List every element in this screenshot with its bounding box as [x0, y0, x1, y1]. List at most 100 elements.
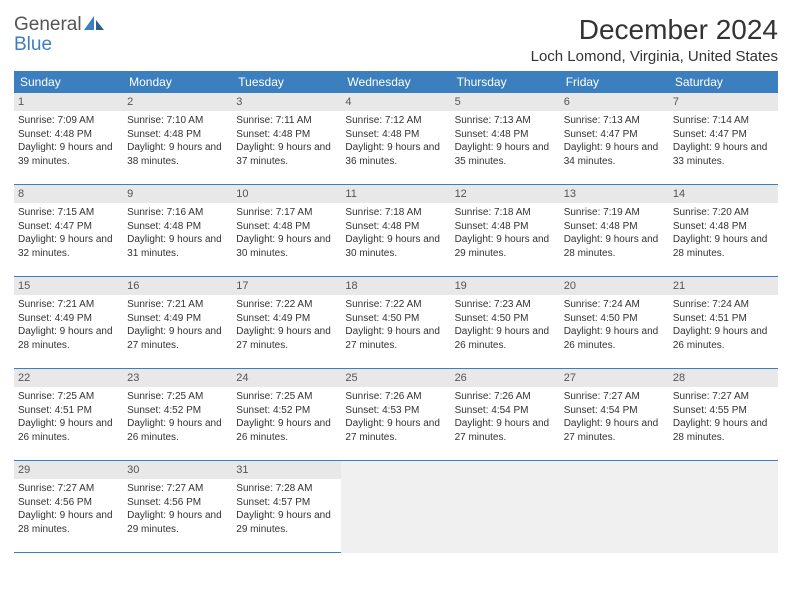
day-number: 16 — [123, 277, 232, 295]
day-cell — [560, 461, 669, 553]
day-header-tue: Tuesday — [232, 71, 341, 93]
day-number: 3 — [232, 93, 341, 111]
brand-part2: Blue — [14, 34, 52, 55]
day-detail: Sunrise: 7:16 AMSunset: 4:48 PMDaylight:… — [127, 206, 228, 260]
day-detail: Sunrise: 7:25 AMSunset: 4:51 PMDaylight:… — [18, 390, 119, 444]
header: General Blue December 2024 Loch Lomond, … — [14, 14, 778, 65]
day-cell: 8 Sunrise: 7:15 AMSunset: 4:47 PMDaylight… — [14, 185, 123, 277]
day-detail: Sunrise: 7:27 AMSunset: 4:55 PMDaylight:… — [673, 390, 774, 444]
day-number: 11 — [341, 185, 450, 203]
day-number: 21 — [669, 277, 778, 295]
sail-icon — [84, 16, 106, 30]
day-cell: 17 Sunrise: 7:22 AMSunset: 4:49 PMDayligh… — [232, 277, 341, 369]
day-cell: 4Sunrise: 7:12 AMSunset: 4:48 PMDaylight… — [341, 93, 450, 185]
day-cell: 1 Sunrise: 7:09 AMSunset: 4:48 PMDaylight… — [14, 93, 123, 185]
day-detail: Sunrise: 7:27 AMSunset: 4:56 PMDaylight:… — [127, 482, 228, 536]
day-cell — [669, 461, 778, 553]
day-detail: Sunrise: 7:23 AMSunset: 4:50 PMDaylight:… — [455, 298, 556, 352]
day-detail: Sunrise: 7:15 AMSunset: 4:47 PMDaylight:… — [18, 206, 119, 260]
day-cell: 5Sunrise: 7:13 AMSunset: 4:48 PMDaylight… — [451, 93, 560, 185]
day-cell: 6 Sunrise: 7:13 AMSunset: 4:47 PMDaylight… — [560, 93, 669, 185]
week-row: 1 Sunrise: 7:09 AMSunset: 4:48 PMDaylight… — [14, 93, 778, 185]
day-cell — [451, 461, 560, 553]
month-title: December 2024 — [531, 14, 778, 46]
day-detail: Sunrise: 7:27 AMSunset: 4:54 PMDaylight:… — [564, 390, 665, 444]
day-detail: Sunrise: 7:11 AMSunset: 4:48 PMDaylight:… — [236, 114, 337, 168]
day-number: 5 — [451, 93, 560, 111]
day-cell: 31 Sunrise: 7:28 AMSunset: 4:57 PMDayligh… — [232, 461, 341, 553]
day-detail: Sunrise: 7:27 AMSunset: 4:56 PMDaylight:… — [18, 482, 119, 536]
day-number: 22 — [14, 369, 123, 387]
week-row: 22 Sunrise: 7:25 AMSunset: 4:51 PMDayligh… — [14, 369, 778, 461]
day-number: 4 — [341, 93, 450, 111]
day-header-wed: Wednesday — [341, 71, 450, 93]
day-detail: Sunrise: 7:18 AMSunset: 4:48 PMDaylight:… — [455, 206, 556, 260]
day-number: 15 — [14, 277, 123, 295]
day-detail: Sunrise: 7:09 AMSunset: 4:48 PMDaylight:… — [18, 114, 119, 168]
day-detail: Sunrise: 7:25 AMSunset: 4:52 PMDaylight:… — [236, 390, 337, 444]
day-cell: 24 Sunrise: 7:25 AMSunset: 4:52 PMDayligh… — [232, 369, 341, 461]
day-detail: Sunrise: 7:20 AMSunset: 4:48 PMDaylight:… — [673, 206, 774, 260]
day-detail: Sunrise: 7:13 AMSunset: 4:47 PMDaylight:… — [564, 114, 665, 168]
day-number: 14 — [669, 185, 778, 203]
day-header-fri: Friday — [560, 71, 669, 93]
day-detail: Sunrise: 7:18 AMSunset: 4:48 PMDaylight:… — [345, 206, 446, 260]
day-cell: 22 Sunrise: 7:25 AMSunset: 4:51 PMDayligh… — [14, 369, 123, 461]
calendar: Sunday Monday Tuesday Wednesday Thursday… — [14, 71, 778, 553]
day-number: 13 — [560, 185, 669, 203]
day-cell: 20Sunrise: 7:24 AMSunset: 4:50 PMDayligh… — [560, 277, 669, 369]
day-detail: Sunrise: 7:21 AMSunset: 4:49 PMDaylight:… — [18, 298, 119, 352]
day-cell: 26 Sunrise: 7:26 AMSunset: 4:54 PMDayligh… — [451, 369, 560, 461]
day-cell: 29 Sunrise: 7:27 AMSunset: 4:56 PMDayligh… — [14, 461, 123, 553]
day-number: 19 — [451, 277, 560, 295]
day-detail: Sunrise: 7:28 AMSunset: 4:57 PMDaylight:… — [236, 482, 337, 536]
brand-part1: General — [14, 14, 82, 35]
day-header-row: Sunday Monday Tuesday Wednesday Thursday… — [14, 71, 778, 93]
week-row: 8 Sunrise: 7:15 AMSunset: 4:47 PMDaylight… — [14, 185, 778, 277]
day-number: 1 — [14, 93, 123, 111]
day-detail: Sunrise: 7:24 AMSunset: 4:51 PMDaylight:… — [673, 298, 774, 352]
day-cell: 10 Sunrise: 7:17 AMSunset: 4:48 PMDayligh… — [232, 185, 341, 277]
day-cell: 3 Sunrise: 7:11 AMSunset: 4:48 PMDaylight… — [232, 93, 341, 185]
day-cell: 18Sunrise: 7:22 AMSunset: 4:50 PMDayligh… — [341, 277, 450, 369]
day-cell: 21 Sunrise: 7:24 AMSunset: 4:51 PMDayligh… — [669, 277, 778, 369]
day-number: 29 — [14, 461, 123, 479]
day-number: 8 — [14, 185, 123, 203]
day-header-thu: Thursday — [451, 71, 560, 93]
day-number: 9 — [123, 185, 232, 203]
day-number: 25 — [341, 369, 450, 387]
day-cell: 23Sunrise: 7:25 AMSunset: 4:52 PMDayligh… — [123, 369, 232, 461]
week-row: 29Sunrise: 7:27 AMSunset: 4:56 PMDayligh… — [14, 461, 778, 553]
day-number: 17 — [232, 277, 341, 295]
day-cell: 14 Sunrise: 7:20 AMSunset: 4:48 PMDayligh… — [669, 185, 778, 277]
day-number: 2 — [123, 93, 232, 111]
day-cell: 16Sunrise: 7:21 AMSunset: 4:49 PMDayligh… — [123, 277, 232, 369]
day-cell: 19 Sunrise: 7:23 AMSunset: 4:50 PMDayligh… — [451, 277, 560, 369]
brand-logo: General Blue — [14, 14, 106, 55]
day-detail: Sunrise: 7:22 AMSunset: 4:49 PMDaylight:… — [236, 298, 337, 352]
day-number: 12 — [451, 185, 560, 203]
day-detail: Sunrise: 7:19 AMSunset: 4:48 PMDaylight:… — [564, 206, 665, 260]
day-cell — [341, 461, 450, 553]
day-cell: 27 Sunrise: 7:27 AMSunset: 4:54 PMDayligh… — [560, 369, 669, 461]
day-number: 23 — [123, 369, 232, 387]
week-row: 15 Sunrise: 7:21 AMSunset: 4:49 PMDayligh… — [14, 277, 778, 369]
day-detail: Sunrise: 7:17 AMSunset: 4:48 PMDaylight:… — [236, 206, 337, 260]
day-cell: 25Sunrise: 7:26 AMSunset: 4:53 PMDayligh… — [341, 369, 450, 461]
day-number: 18 — [341, 277, 450, 295]
day-number: 31 — [232, 461, 341, 479]
day-cell: 2 Sunrise: 7:10 AMSunset: 4:48 PMDaylight… — [123, 93, 232, 185]
day-cell: 15 Sunrise: 7:21 AMSunset: 4:49 PMDayligh… — [14, 277, 123, 369]
day-number: 27 — [560, 369, 669, 387]
day-cell: 13 Sunrise: 7:19 AMSunset: 4:48 PMDayligh… — [560, 185, 669, 277]
weeks-container: 1 Sunrise: 7:09 AMSunset: 4:48 PMDaylight… — [14, 93, 778, 553]
title-block: December 2024 Loch Lomond, Virginia, Uni… — [531, 14, 778, 65]
day-number: 6 — [560, 93, 669, 111]
day-detail: Sunrise: 7:10 AMSunset: 4:48 PMDaylight:… — [127, 114, 228, 168]
day-detail: Sunrise: 7:26 AMSunset: 4:54 PMDaylight:… — [455, 390, 556, 444]
day-number: 24 — [232, 369, 341, 387]
day-number: 26 — [451, 369, 560, 387]
day-number: 10 — [232, 185, 341, 203]
day-header-mon: Monday — [123, 71, 232, 93]
day-number: 30 — [123, 461, 232, 479]
